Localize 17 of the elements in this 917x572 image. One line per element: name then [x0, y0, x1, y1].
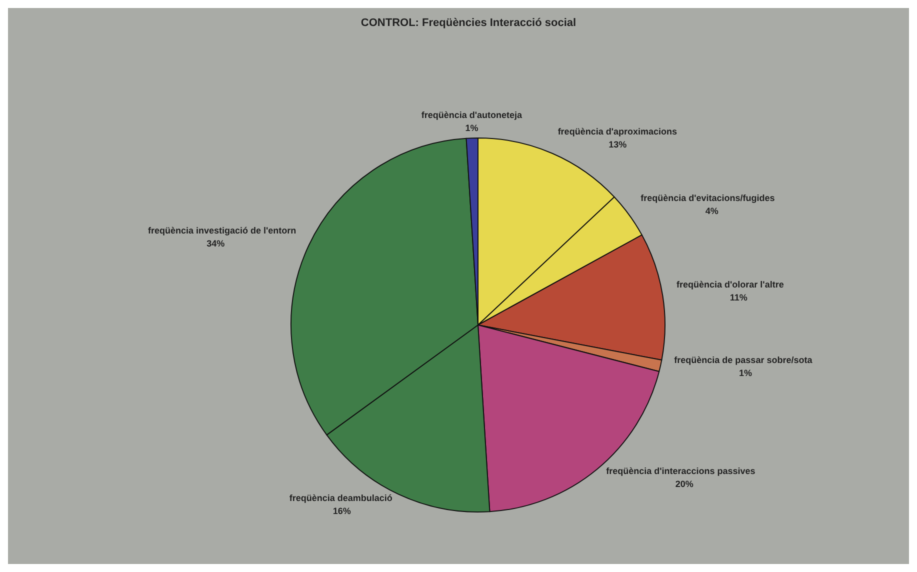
data-label: 1% [738, 368, 752, 378]
data-label: 1% [465, 123, 478, 134]
slice-label: freqüència d'olorar l'altre [676, 280, 784, 290]
data-label: 11% [730, 292, 748, 303]
data-label: 16% [332, 506, 351, 516]
slice-label: freqüència d'evitacions/fugides [640, 192, 775, 203]
slice-label: freqüència d'aproximacions [558, 126, 678, 137]
data-label: 34% [206, 238, 225, 248]
slice-label: freqüència d'interaccions passives [606, 466, 756, 476]
slice-label: freqüència investigació de l'entorn [148, 225, 296, 236]
slice-label: freqüència d'autoneteja [421, 110, 524, 120]
slice-label: freqüència de passar sobre/sota [674, 354, 814, 365]
data-label: 4% [705, 206, 718, 216]
data-label: 13% [608, 140, 627, 150]
chart-title: CONTROL: Freqüències Interacció social [360, 17, 576, 29]
data-label: 20% [675, 478, 694, 489]
slice-label: freqüència deambulació [289, 492, 393, 503]
